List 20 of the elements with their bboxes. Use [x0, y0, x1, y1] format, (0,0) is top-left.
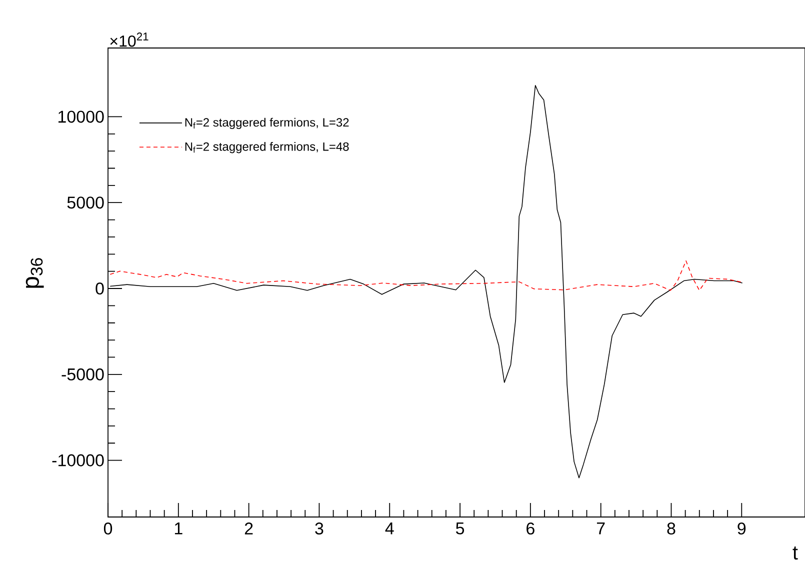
- text: ×10$^{21}$: [110, 32, 148, 47]
- y-tick-label: 5000: [67, 196, 104, 209]
- x-tick-label: 6: [526, 522, 534, 535]
- x-tick-label: 1: [174, 522, 182, 534]
- y-tick-label: 0: [96, 282, 104, 295]
- x-tick-label: 7: [596, 522, 605, 534]
- x-tick-label: 4: [385, 522, 394, 534]
- x-tick-label: 2: [244, 522, 253, 534]
- y-tick-label: -10000: [52, 454, 104, 466]
- x-tick-label: 5: [456, 522, 464, 534]
- x-axis-title: t: [792, 546, 798, 560]
- y-tick-label: -5000: [62, 368, 104, 380]
- y-tick-label: 10000: [58, 110, 104, 123]
- x-tick-label: 3: [315, 522, 324, 535]
- legend-label: N$_{f}$=2 staggered fermions, L=32: [185, 118, 349, 130]
- x-tick-label: 9: [738, 522, 746, 535]
- x-tick-label: 8: [667, 522, 676, 535]
- y-axis-title: p$_{36}$: [26, 258, 44, 288]
- x-tick-label: 0: [104, 522, 112, 535]
- legend-label: N$_{f}$=2 staggered fermions, L=48: [185, 142, 349, 154]
